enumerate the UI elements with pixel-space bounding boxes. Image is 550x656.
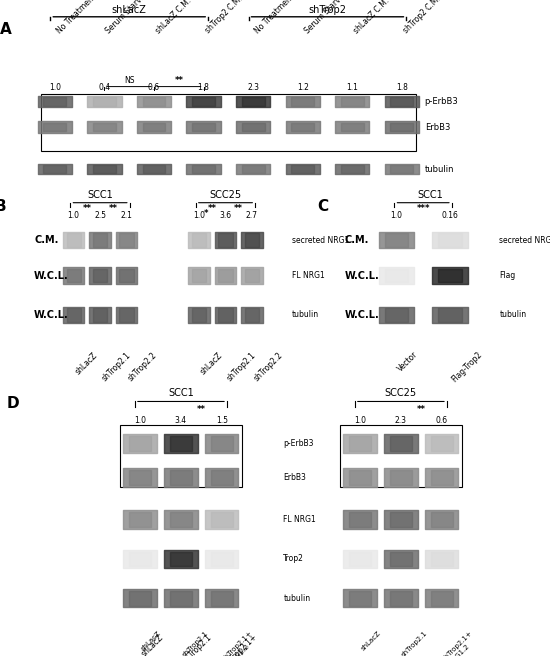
Text: **: ** <box>417 405 426 414</box>
Text: SCC1: SCC1 <box>168 388 194 398</box>
Text: FL NRG1: FL NRG1 <box>283 515 316 524</box>
Text: shNRG1.2: shNRG1.2 <box>222 643 251 656</box>
Text: p-ErbB3: p-ErbB3 <box>283 439 313 448</box>
Text: 0.4: 0.4 <box>98 83 111 92</box>
Text: Serum Starvation: Serum Starvation <box>104 0 158 35</box>
Text: 1.8: 1.8 <box>197 83 210 92</box>
Text: *: * <box>204 209 208 218</box>
Text: SCC1: SCC1 <box>87 190 113 199</box>
Text: p-ErbB3: p-ErbB3 <box>425 97 458 106</box>
Text: C: C <box>317 199 328 214</box>
Text: C.M.: C.M. <box>345 235 370 245</box>
Text: tubulin: tubulin <box>499 310 526 319</box>
Text: 0.6: 0.6 <box>148 83 160 92</box>
Text: 2.3: 2.3 <box>395 416 407 425</box>
Text: A: A <box>0 22 12 37</box>
Text: 1.0: 1.0 <box>134 416 146 425</box>
Text: Vector: Vector <box>397 350 420 374</box>
Text: 1.0: 1.0 <box>49 83 61 92</box>
Text: shLacZ: shLacZ <box>112 5 147 15</box>
Text: **: ** <box>234 203 243 213</box>
Text: No Treatment: No Treatment <box>55 0 98 35</box>
Text: ErbB3: ErbB3 <box>425 123 450 131</box>
Text: shTrop2.1: shTrop2.1 <box>100 350 133 382</box>
Text: 1.1: 1.1 <box>346 83 358 92</box>
Text: shLacZ: shLacZ <box>74 350 100 376</box>
Text: 1.5: 1.5 <box>216 416 228 425</box>
Text: secreted NRG1: secreted NRG1 <box>499 236 550 245</box>
Text: W.C.L.: W.C.L. <box>34 310 69 320</box>
Text: shTrop2.1+: shTrop2.1+ <box>442 630 474 656</box>
Text: shTrop2 C.M.: shTrop2 C.M. <box>204 0 244 35</box>
Text: Flag-Trop2: Flag-Trop2 <box>450 350 484 384</box>
Text: C.M.: C.M. <box>34 235 58 245</box>
Text: shTrop2 C.M.: shTrop2 C.M. <box>402 0 443 35</box>
Text: Trop2: Trop2 <box>283 554 304 564</box>
Text: tubulin: tubulin <box>292 310 318 319</box>
Text: SCC1: SCC1 <box>417 190 443 199</box>
Text: 1.8: 1.8 <box>396 83 408 92</box>
Text: **: ** <box>82 203 91 213</box>
Text: shTrop2.2: shTrop2.2 <box>252 350 284 382</box>
Text: shLacZ: shLacZ <box>360 630 382 651</box>
Text: shTrop2.1: shTrop2.1 <box>226 350 258 382</box>
Text: B: B <box>0 199 6 214</box>
Text: NS: NS <box>124 75 135 85</box>
Text: 0.6: 0.6 <box>436 416 448 425</box>
Text: shTrop2.1+: shTrop2.1+ <box>222 632 259 656</box>
Text: 1.0: 1.0 <box>193 211 205 220</box>
Text: SCC25: SCC25 <box>210 190 241 199</box>
Text: D: D <box>7 396 20 411</box>
Text: shLacZ: shLacZ <box>140 630 162 651</box>
Text: 2.7: 2.7 <box>246 211 258 220</box>
Text: shLacZ C.M.: shLacZ C.M. <box>154 0 193 35</box>
Text: 0.16: 0.16 <box>442 211 458 220</box>
Text: shTrop2.1+: shTrop2.1+ <box>222 630 254 656</box>
Text: No Treatment: No Treatment <box>253 0 296 35</box>
Text: shLacZ: shLacZ <box>199 350 225 376</box>
Text: 2.3: 2.3 <box>247 83 259 92</box>
Text: 1.2: 1.2 <box>297 83 309 92</box>
Text: SCC25: SCC25 <box>385 388 417 398</box>
Text: shTrop2.1: shTrop2.1 <box>181 630 209 656</box>
Text: 1.0: 1.0 <box>68 211 80 220</box>
Text: **: ** <box>174 75 183 85</box>
Text: 3.4: 3.4 <box>175 416 187 425</box>
Text: **: ** <box>208 203 217 213</box>
Text: tubulin: tubulin <box>283 594 310 603</box>
Text: ***: *** <box>416 203 430 213</box>
Text: shLacZ C.M.: shLacZ C.M. <box>352 0 392 35</box>
Text: 2.5: 2.5 <box>94 211 106 220</box>
Text: **: ** <box>197 405 206 414</box>
Text: 1.0: 1.0 <box>354 416 366 425</box>
Text: W.C.L.: W.C.L. <box>345 270 380 281</box>
Text: W.C.L.: W.C.L. <box>34 270 69 281</box>
Text: shTrop2.1: shTrop2.1 <box>401 630 429 656</box>
Text: tubulin: tubulin <box>425 165 454 174</box>
Text: 2.1: 2.1 <box>120 211 133 220</box>
Text: 1.0: 1.0 <box>390 211 403 220</box>
Text: Serum Starvation: Serum Starvation <box>302 0 356 35</box>
Text: shNRG1.2: shNRG1.2 <box>442 643 471 656</box>
Text: shTrop2: shTrop2 <box>309 5 346 15</box>
Text: FL NRG1: FL NRG1 <box>292 271 324 280</box>
Text: ErbB3: ErbB3 <box>283 473 306 482</box>
Text: shTrop2.1: shTrop2.1 <box>181 632 213 656</box>
Text: W.C.L.: W.C.L. <box>345 310 380 320</box>
Text: shTrop2.2: shTrop2.2 <box>126 350 159 382</box>
Text: shLacZ: shLacZ <box>140 632 166 656</box>
Text: **: ** <box>109 203 118 213</box>
Text: Flag: Flag <box>499 271 516 280</box>
Text: secreted NRG1: secreted NRG1 <box>292 236 349 245</box>
Text: 3.6: 3.6 <box>219 211 232 220</box>
